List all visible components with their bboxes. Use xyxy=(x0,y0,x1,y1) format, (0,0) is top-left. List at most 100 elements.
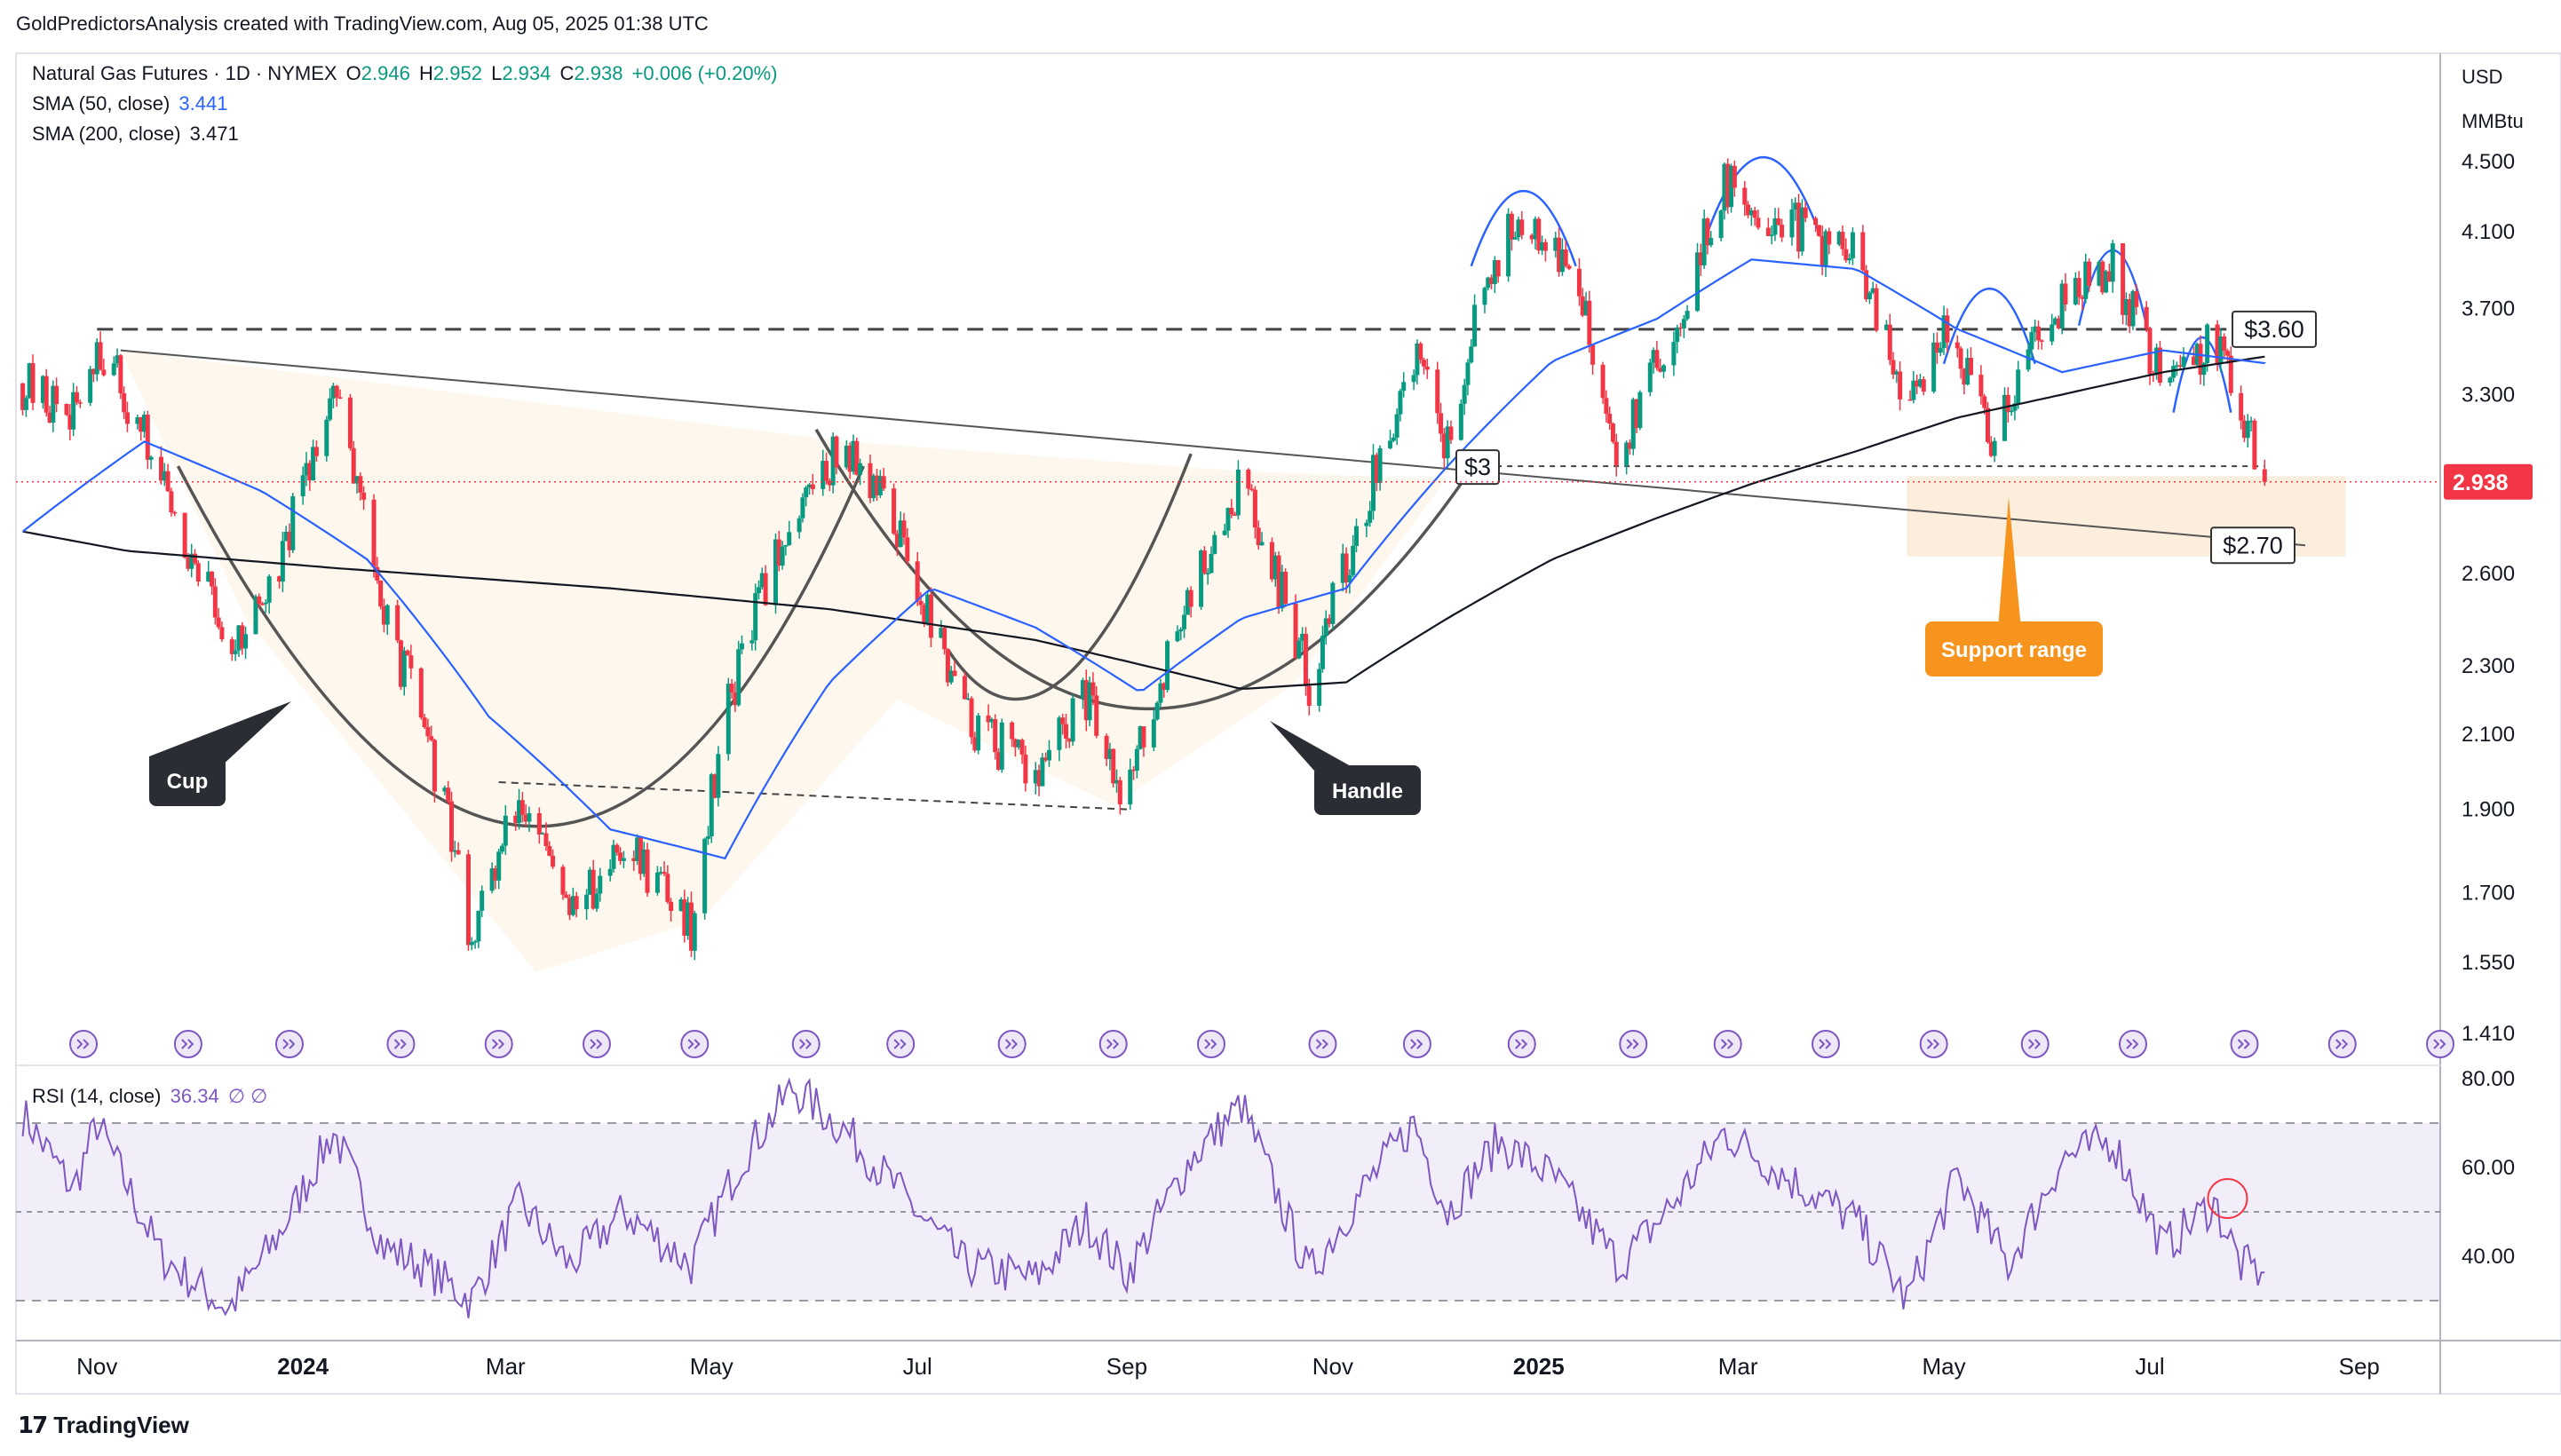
candle-body xyxy=(489,868,495,891)
candle-body xyxy=(358,476,363,493)
candle-body xyxy=(496,851,502,881)
candle-body xyxy=(1827,231,1832,245)
candle-body xyxy=(408,655,414,669)
candle-body xyxy=(280,541,285,582)
candle-body xyxy=(1391,437,1396,441)
candle-body xyxy=(283,531,289,542)
time-tick-label: 2025 xyxy=(1513,1353,1565,1380)
candle-body xyxy=(418,668,424,718)
level-3-label: $3 xyxy=(1464,454,1491,480)
candle-body xyxy=(1867,292,1872,300)
candle-body xyxy=(135,417,140,424)
expiry-event-icon xyxy=(791,1030,821,1058)
candle-body xyxy=(1864,270,1869,300)
candle-body xyxy=(1448,426,1454,440)
candle-body xyxy=(875,475,880,495)
candle-body xyxy=(1418,343,1423,360)
cup-handle-fill xyxy=(120,350,1448,972)
candle-body xyxy=(1677,327,1683,329)
candle-body xyxy=(1344,553,1349,582)
candle-body xyxy=(797,518,802,533)
candle-body xyxy=(922,605,927,623)
tradingview-brand[interactable]: 𝟭𝟳 TradingView xyxy=(18,1412,189,1439)
candle-body xyxy=(1540,241,1545,251)
candle-body xyxy=(206,571,211,582)
candle-body xyxy=(1769,234,1774,237)
candle-body xyxy=(304,463,309,476)
candle-body xyxy=(1212,534,1217,554)
candle-body xyxy=(472,941,478,943)
candle-body xyxy=(1280,572,1285,609)
cup-curve xyxy=(176,465,865,828)
candle-body xyxy=(1370,455,1376,511)
level-270-label: $2.70 xyxy=(2223,532,2283,558)
candle-body xyxy=(503,815,508,846)
candle-body xyxy=(210,571,215,587)
candle-body xyxy=(1847,258,1852,261)
candle-body xyxy=(2012,403,2018,411)
sma200-legend: SMA (200, close) 3.471 xyxy=(32,123,239,146)
candle-body xyxy=(2245,421,2250,439)
candle-body xyxy=(219,627,225,640)
candle-body xyxy=(1685,311,1690,320)
candle-body xyxy=(618,852,623,861)
price-tick-label: 2.300 xyxy=(2462,654,2515,678)
candle-body xyxy=(948,670,954,683)
candle-body xyxy=(847,446,852,472)
candle-body xyxy=(2147,328,2153,375)
expiry-event-glyph xyxy=(1926,1039,1940,1049)
candle-body xyxy=(658,872,663,874)
candle-body xyxy=(88,368,93,403)
candle-body xyxy=(300,475,305,497)
candle-body xyxy=(1898,371,1903,400)
expiry-event-glyph xyxy=(1515,1039,1528,1049)
expiry-event-icon xyxy=(2230,1030,2259,1058)
candle-body xyxy=(2063,283,2068,305)
candle-body xyxy=(682,899,687,936)
candle-body xyxy=(122,393,127,413)
candle-body xyxy=(1978,375,1984,397)
candle-body xyxy=(2005,394,2010,413)
candle-body xyxy=(739,643,744,650)
candle-body xyxy=(118,355,123,394)
support-callout-pointer xyxy=(1998,497,2021,629)
candle-body xyxy=(1965,358,1970,385)
candle-body xyxy=(834,436,839,468)
level-360-label: $3.60 xyxy=(2244,316,2304,343)
candle-body xyxy=(952,670,957,677)
candle-body xyxy=(2262,469,2267,482)
candle-body xyxy=(290,496,296,550)
candle-body xyxy=(2002,394,2008,441)
candle-body xyxy=(1958,348,1963,369)
expiry-event-icon xyxy=(1196,1030,1225,1058)
candle-body xyxy=(165,471,170,492)
expiry-event-glyph xyxy=(2335,1039,2349,1049)
candle-body xyxy=(67,415,73,430)
expiry-event-icon xyxy=(1919,1030,1948,1058)
candle-body xyxy=(1803,207,1808,218)
candle-body xyxy=(1647,362,1653,392)
candle-body xyxy=(1793,202,1798,210)
tradingview-brand-text: TradingView xyxy=(53,1412,189,1438)
candle-body xyxy=(124,412,130,424)
expiry-event-glyph xyxy=(1721,1039,1734,1049)
rsi-pane xyxy=(16,1077,2440,1318)
candle-body xyxy=(1941,315,1947,349)
candle-body xyxy=(1891,360,1896,375)
candle-body xyxy=(1894,371,1899,375)
candle-body xyxy=(1233,514,1238,516)
sma50-line xyxy=(21,258,2266,860)
handle-base-line xyxy=(498,780,1127,811)
expiry-event-icon xyxy=(886,1030,916,1058)
candle-body xyxy=(1651,350,1656,363)
candle-body xyxy=(1010,722,1015,740)
price-tick-label: 1.550 xyxy=(2462,951,2515,975)
expiry-event-glyph xyxy=(1410,1039,1423,1049)
candle-body xyxy=(1252,489,1257,528)
candle-body xyxy=(824,461,829,481)
candle-body xyxy=(1368,510,1373,523)
sma50-value: 3.441 xyxy=(178,92,228,115)
candle-body xyxy=(2239,392,2244,421)
candle-body xyxy=(2171,366,2176,378)
